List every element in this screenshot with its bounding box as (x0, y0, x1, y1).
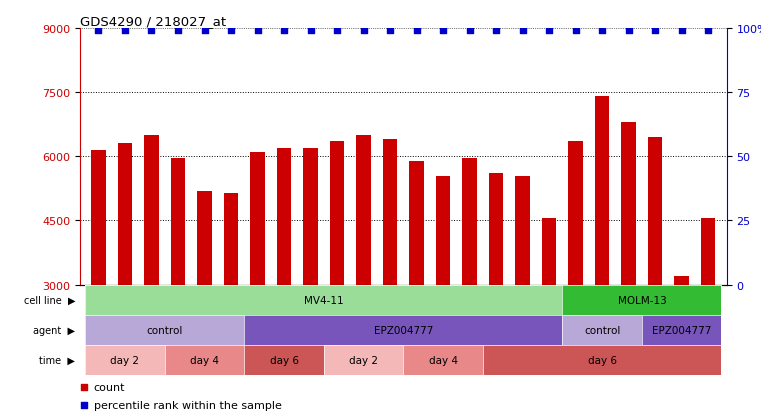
Text: GDS4290 / 218027_at: GDS4290 / 218027_at (80, 15, 226, 28)
Text: day 4: day 4 (428, 355, 457, 366)
Point (199, 28, 211, 34)
Point (543, 28, 556, 34)
Bar (622, 123, 636, 285)
Point (344, 321, 356, 328)
Bar (303, 148, 318, 285)
Point (569, 28, 581, 34)
Point (119, 28, 131, 34)
Bar (250, 153, 265, 285)
Text: agent  ▶: agent ▶ (33, 325, 75, 335)
Point (490, 28, 502, 34)
Text: time  ▶: time ▶ (40, 355, 75, 366)
Point (702, 28, 715, 34)
Point (278, 28, 290, 34)
Text: control: control (147, 325, 183, 335)
Point (331, 28, 343, 34)
Bar (224, 193, 238, 285)
Text: MOLM-13: MOLM-13 (617, 295, 667, 305)
Point (92, 28, 104, 34)
Bar (144, 135, 159, 285)
Point (145, 28, 158, 34)
Point (410, 28, 422, 34)
Point (251, 28, 263, 34)
Bar (383, 140, 397, 285)
Bar (674, 276, 689, 285)
Point (596, 28, 608, 34)
Text: day 4: day 4 (190, 355, 219, 366)
Text: day 6: day 6 (269, 355, 298, 366)
Point (358, 28, 370, 34)
Text: percentile rank within the sample: percentile rank within the sample (94, 400, 282, 410)
Bar (701, 219, 715, 285)
Point (344, 162, 356, 169)
Bar (170, 159, 185, 285)
Bar (197, 191, 212, 285)
Bar (489, 174, 504, 285)
Point (622, 28, 635, 34)
Text: count: count (94, 382, 125, 392)
Text: cell line  ▶: cell line ▶ (24, 295, 75, 305)
Bar (91, 150, 106, 285)
Text: MV4-11: MV4-11 (304, 295, 344, 305)
Bar (542, 219, 556, 285)
Point (676, 28, 688, 34)
Bar (595, 97, 610, 285)
Point (649, 28, 661, 34)
Point (463, 28, 476, 34)
Bar (118, 144, 132, 285)
Point (384, 28, 396, 34)
Bar (463, 159, 477, 285)
Text: EPZ004777: EPZ004777 (652, 325, 712, 335)
Bar (330, 142, 344, 285)
Bar (648, 138, 663, 285)
Text: day 6: day 6 (587, 355, 616, 366)
Bar (277, 148, 291, 285)
Point (225, 28, 237, 34)
Text: EPZ004777: EPZ004777 (374, 325, 433, 335)
Point (172, 28, 184, 34)
Point (517, 28, 529, 34)
Bar (568, 142, 583, 285)
Text: control: control (584, 325, 620, 335)
Point (304, 28, 317, 34)
Bar (409, 161, 424, 285)
Bar (436, 176, 451, 285)
Bar (515, 176, 530, 285)
Bar (356, 135, 371, 285)
Text: day 2: day 2 (110, 355, 139, 366)
Point (437, 28, 449, 34)
Text: day 2: day 2 (349, 355, 378, 366)
